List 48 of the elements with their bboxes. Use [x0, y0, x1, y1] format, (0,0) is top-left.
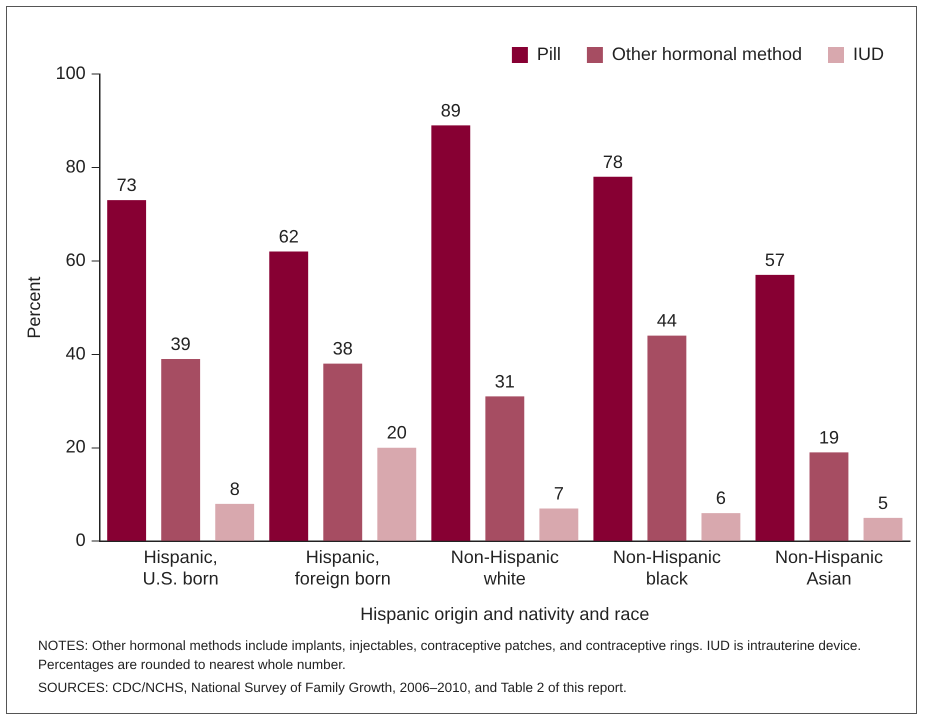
- legend-label: Pill: [536, 44, 561, 64]
- y-axis-title: Percent: [24, 276, 44, 339]
- bar: [647, 336, 686, 541]
- y-tick-label: 100: [56, 62, 86, 83]
- data-label: 89: [440, 100, 461, 120]
- y-tick-label: 60: [66, 250, 86, 270]
- x-tick-label: Hispanic, U.S. born: [142, 546, 219, 589]
- data-label: 62: [278, 226, 299, 247]
- bar: [161, 358, 200, 541]
- bar: [864, 518, 902, 541]
- source-note: SOURCES: CDC/NCHS, National Survey of Family Growth, 2006–2010, and Table 2 of this report.: [38, 679, 628, 697]
- bar: [107, 200, 146, 541]
- x-tick-label: Non-Hispanic black: [612, 546, 721, 589]
- data-label: 57: [764, 250, 785, 270]
- data-label: 39: [170, 334, 191, 354]
- bar: [323, 364, 362, 541]
- data-label: 38: [332, 338, 353, 359]
- data-label: 20: [386, 422, 407, 443]
- x-tick-label: Hispanic, foreign born: [294, 546, 391, 589]
- data-label: 44: [656, 310, 677, 331]
- data-label: 31: [494, 371, 515, 392]
- data-label: 73: [116, 175, 137, 196]
- data-label: 8: [230, 478, 240, 499]
- legend-label: IUD: [853, 44, 884, 64]
- data-label: 6: [716, 488, 726, 508]
- data-label: 7: [554, 483, 564, 504]
- y-tick-label: 40: [66, 343, 86, 364]
- data-label: 19: [818, 427, 839, 448]
- bar: [755, 274, 794, 541]
- bar: [485, 396, 524, 541]
- bar: [431, 125, 470, 541]
- y-tick-label: 20: [66, 436, 86, 457]
- bar: [269, 252, 308, 541]
- bar: [593, 176, 632, 541]
- data-label: 5: [878, 492, 888, 513]
- bar: [539, 508, 578, 541]
- x-tick-label: Non-Hispanic white: [450, 546, 559, 589]
- x-tick-label: Non-Hispanic Asian: [774, 546, 883, 589]
- y-tick-label: 80: [66, 156, 86, 176]
- y-tick-label: 0: [76, 530, 86, 550]
- text: NOTES: Other hormonal methods include implants, injectables, contraceptive patches, and contraceptive rings. IUD is intrauterine device. Percentages are rounded to nearest whole number.: [38, 637, 862, 674]
- bar: [810, 452, 848, 541]
- bar: [377, 448, 416, 541]
- bar: [215, 504, 254, 541]
- legend-label: Other hormonal method: [612, 44, 802, 64]
- data-label: 78: [602, 152, 623, 172]
- bar: [701, 513, 740, 541]
- x-axis-title: Hispanic origin and nativity and race: [360, 604, 650, 624]
